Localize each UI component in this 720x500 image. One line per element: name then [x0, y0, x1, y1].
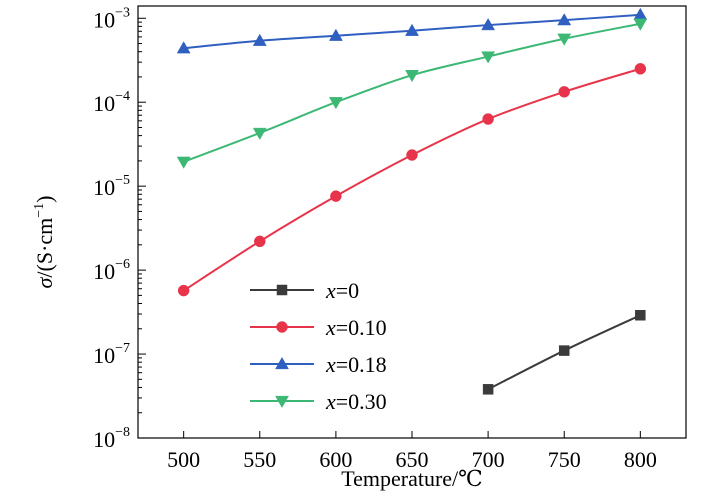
legend-label: x=0.30	[325, 389, 387, 414]
x-axis-title: Temperature/℃	[341, 466, 483, 491]
legend-label: x=0.18	[325, 352, 387, 377]
legend-label: x=0.10	[325, 315, 387, 340]
y-axis-ticks: 10−8 10−7 10−6 10−5 10−4 10−3	[93, 5, 146, 452]
data-point	[254, 235, 266, 248]
series-0	[482, 309, 646, 395]
series-line	[183, 22, 641, 163]
data-point	[482, 113, 494, 125]
data-point	[481, 18, 496, 31]
data-point	[330, 190, 342, 202]
data-point	[633, 7, 648, 20]
data-point	[557, 33, 572, 46]
data-point	[177, 284, 190, 297]
legend-item: x=0.18	[250, 352, 387, 377]
y-axis-title: σ/(S·cm−1)	[32, 196, 57, 289]
data-point	[633, 18, 648, 31]
y-tick-label: 10−4	[93, 89, 130, 116]
data-point	[635, 309, 646, 321]
series-3	[176, 18, 648, 169]
legend-item: x=0.30	[250, 389, 387, 414]
legend-marker	[275, 395, 289, 409]
x-tick-label: 800	[624, 447, 657, 472]
data-point	[176, 156, 191, 169]
data-point	[328, 97, 343, 110]
y-axis-title-prefix: /(S·cm	[32, 218, 57, 278]
data-point	[634, 63, 647, 75]
legend-marker	[275, 356, 289, 370]
data-point	[252, 127, 267, 140]
legend-label: x=0	[325, 278, 359, 303]
series-1	[177, 63, 647, 297]
y-tick-label: 10−6	[93, 257, 130, 284]
y-tick-label: 10−7	[93, 341, 130, 368]
y-tick-label: 10−5	[93, 173, 130, 200]
legend-marker	[276, 321, 288, 333]
data-point	[481, 51, 496, 64]
data-point	[557, 13, 572, 26]
y-axis-title-superscript: −1	[32, 203, 47, 218]
x-tick-label: 650	[396, 447, 429, 472]
legend-item: x=0	[250, 278, 359, 303]
y-axis-title-sigma: σ	[32, 276, 57, 288]
x-tick-label: 550	[243, 447, 276, 472]
data-point	[252, 33, 267, 46]
data-point	[558, 86, 570, 98]
legend-item: x=0.10	[250, 315, 387, 340]
y-tick-label: 10−3	[93, 5, 130, 32]
legend-marker	[276, 284, 288, 296]
x-tick-label: 600	[319, 447, 352, 472]
data-point	[405, 70, 419, 83]
data-point	[406, 149, 418, 161]
y-tick-label: 10−8	[93, 425, 130, 452]
x-tick-label: 700	[472, 447, 505, 472]
x-tick-label: 500	[167, 447, 200, 472]
data-point	[405, 23, 419, 36]
series-2	[176, 7, 648, 54]
series-layer	[176, 7, 648, 395]
x-tick-label: 750	[548, 447, 581, 472]
x-axis-ticks: 500 550 600 650 700 750 800	[167, 431, 657, 472]
data-point	[176, 41, 191, 54]
series-line	[183, 67, 641, 292]
data-point	[558, 345, 570, 356]
legend: x=0 x=0.10 x=0.18 x=0.30	[250, 278, 387, 414]
y-axis-title-suffix: )	[32, 196, 57, 203]
data-point	[328, 28, 343, 41]
data-point	[482, 384, 494, 395]
